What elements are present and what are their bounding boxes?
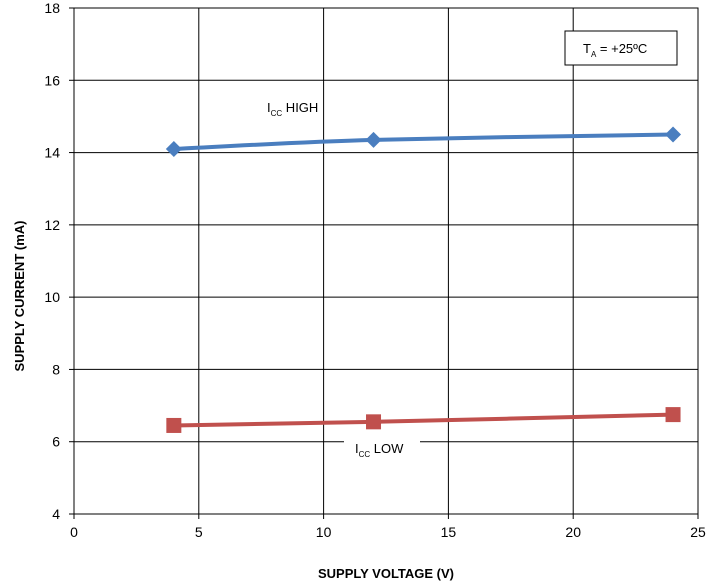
condition-label-rest: = +25ºC xyxy=(596,41,647,56)
series-label-icc-low-bg xyxy=(344,437,420,459)
data-point-icc-low xyxy=(665,407,681,423)
condition-box: TA = +25ºC xyxy=(564,30,678,66)
data-point-icc-high xyxy=(165,140,182,157)
x-tick-label: 10 xyxy=(316,524,332,540)
data-point-icc-low xyxy=(166,417,182,433)
y-tick-label: 14 xyxy=(44,145,60,161)
series-layer xyxy=(165,126,682,433)
x-axis-ticks: 0 5 10 15 20 25 xyxy=(70,514,706,540)
icc-high-label-sub: CC xyxy=(271,109,283,118)
data-point-icc-low xyxy=(366,414,382,430)
icc-high-label-rest: HIGH xyxy=(282,100,318,115)
y-tick-label: 16 xyxy=(44,72,60,88)
x-tick-label: 20 xyxy=(565,524,581,540)
data-point-icc-high xyxy=(665,126,682,143)
x-tick-label: 5 xyxy=(195,524,203,540)
condition-label-main: T xyxy=(583,41,591,56)
y-tick-label: 12 xyxy=(44,217,60,233)
series-label-icc-low: ICC LOW xyxy=(355,441,404,459)
series-label-icc-high: ICC HIGH xyxy=(267,100,318,118)
svg-text:TA = +25ºC: TA = +25ºC xyxy=(583,41,647,59)
y-tick-label: 6 xyxy=(52,434,60,450)
icc-low-label-rest: LOW xyxy=(370,441,404,456)
series-line-icc-high xyxy=(171,132,676,151)
icc-low-label-sub: CC xyxy=(359,450,371,459)
y-tick-label: 18 xyxy=(44,0,60,16)
y-axis-title: SUPPLY CURRENT (mA) xyxy=(12,221,27,372)
x-tick-label: 0 xyxy=(70,524,78,540)
condition-label-sub: A xyxy=(591,50,597,59)
y-axis-ticks: 4 6 8 10 12 14 16 18 xyxy=(44,0,74,522)
data-point-icc-high xyxy=(365,131,382,148)
icc-low-label-main: I xyxy=(355,441,359,456)
plot-frame xyxy=(73,7,699,515)
icc-high-label-main: I xyxy=(267,100,271,115)
y-tick-label: 10 xyxy=(44,289,60,305)
y-tick-label: 8 xyxy=(52,361,60,377)
series-line-icc-low xyxy=(171,412,676,428)
x-axis-title: SUPPLY VOLTAGE (V) xyxy=(318,566,454,581)
x-tick-label: 15 xyxy=(441,524,457,540)
x-tick-label: 25 xyxy=(690,524,706,540)
y-tick-label: 4 xyxy=(52,506,60,522)
